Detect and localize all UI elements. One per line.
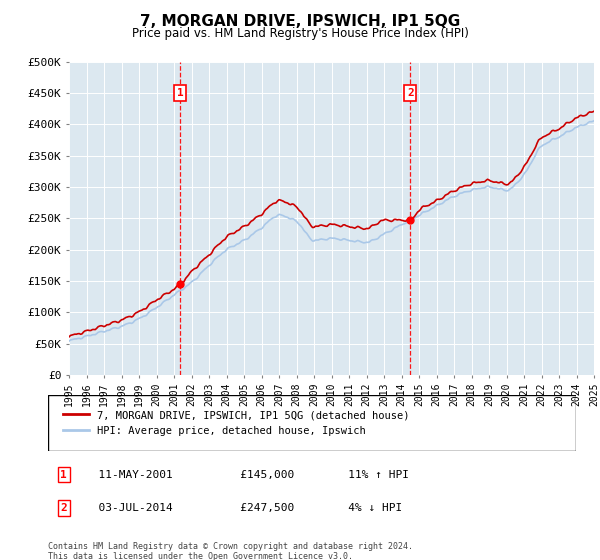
Text: 7, MORGAN DRIVE, IPSWICH, IP1 5QG: 7, MORGAN DRIVE, IPSWICH, IP1 5QG bbox=[140, 14, 460, 29]
Text: 1: 1 bbox=[177, 88, 184, 98]
Text: Contains HM Land Registry data © Crown copyright and database right 2024.
This d: Contains HM Land Registry data © Crown c… bbox=[48, 542, 413, 560]
Text: 03-JUL-2014          £247,500        4% ↓ HPI: 03-JUL-2014 £247,500 4% ↓ HPI bbox=[85, 503, 402, 513]
Text: Price paid vs. HM Land Registry's House Price Index (HPI): Price paid vs. HM Land Registry's House … bbox=[131, 27, 469, 40]
Legend: 7, MORGAN DRIVE, IPSWICH, IP1 5QG (detached house), HPI: Average price, detached: 7, MORGAN DRIVE, IPSWICH, IP1 5QG (detac… bbox=[58, 406, 413, 440]
Text: 2: 2 bbox=[407, 88, 413, 98]
Text: 11-MAY-2001          £145,000        11% ↑ HPI: 11-MAY-2001 £145,000 11% ↑ HPI bbox=[85, 470, 409, 479]
Text: 1: 1 bbox=[61, 470, 67, 479]
Text: 2: 2 bbox=[61, 503, 67, 513]
